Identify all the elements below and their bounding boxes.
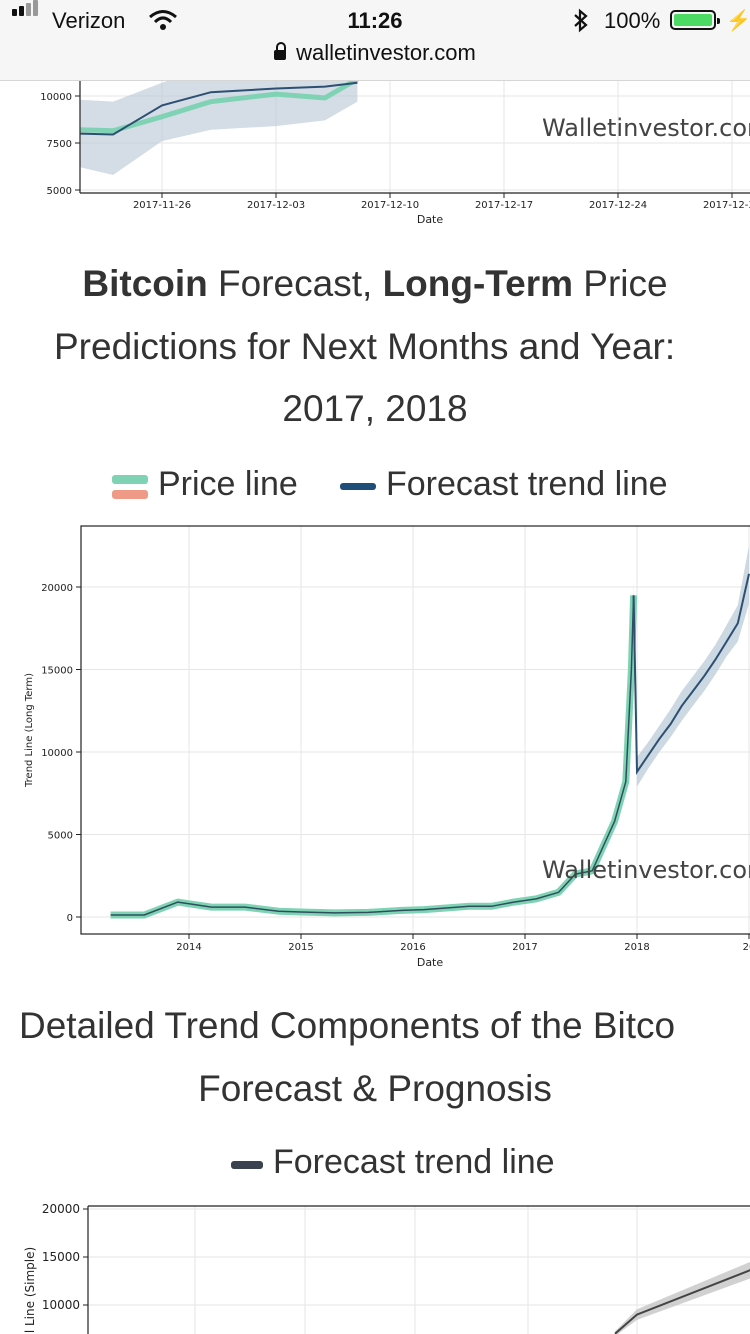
y-tick-label: 10000 [42,1298,80,1312]
y-tick-label: 15000 [41,666,73,677]
x-tick-label: 2015 [288,942,313,953]
x-axis-label: Date [417,213,444,226]
y-tick-label: 0 [67,913,73,924]
legend-forecast-label-2: Forecast trend line [273,1143,555,1181]
x-tick-label: 20 [743,942,750,953]
x-tick-label: 2017-11-26 [133,200,191,211]
legend-price-label: Price line [158,465,298,503]
watermark: Walletinvestor.com [542,114,750,142]
battery-icon [670,10,720,30]
legend-price-alt-swatch [112,490,148,499]
confidence-band [633,545,749,787]
x-tick-label: 2017-12-31 [703,200,750,211]
bluetooth-icon [572,8,590,40]
top-price-chart: 10000 7500 5000 2017-11-26 2017-12-03 2017-1… [40,81,750,226]
watermark: Walletinvestor.com [542,856,750,884]
section-heading-line1: Bitcoin Forecast, Long-Term Price [82,263,668,304]
y-axis-label: Trend Line (Long Term) [24,673,35,788]
x-axis-label: Date [417,956,444,969]
price-line-core [110,595,635,916]
legend-forecast-swatch [340,483,376,490]
forecast-trend-line [614,1269,750,1334]
x-tick-label: 2017-12-17 [475,200,533,211]
clock: 11:26 [347,8,403,33]
section2-heading-line2: Forecast & Prognosis [198,1068,552,1109]
long-term-forecast-chart: 0 5000 10000 15000 20000 2014 2015 2016 2017 201… [24,525,750,969]
confidence-band [615,1261,750,1334]
legend-forecast-label: Forecast trend line [386,465,668,503]
x-tick-label: 2017-12-24 [589,200,647,211]
url-bar[interactable]: walletinvestor.com [0,40,750,66]
forecast-trend-line [80,81,358,136]
x-tick-label: 2017 [512,942,537,953]
simple-trend-chart: 20000 15000 10000 l Line (Simple) [23,1202,750,1334]
wifi-icon [148,8,178,38]
x-tick-label: 2014 [176,942,201,953]
status-bar: Verizon 11:26 100% ⚡ walletinvestor.com [0,0,750,81]
x-tick-label: 2016 [400,942,425,953]
forecast-trend-line [632,573,750,775]
y-tick-label: 10000 [41,748,73,759]
y-tick-label: 20000 [41,583,73,594]
y-tick-label: 20000 [42,1202,80,1216]
x-tick-label: 2018 [624,942,649,953]
y-tick-label: 5000 [48,831,73,842]
price-line [80,81,359,134]
confidence-band [80,81,358,175]
y-tick-label: 10000 [40,92,72,103]
url-domain: walletinvestor.com [296,40,476,65]
legend-forecast-swatch-2 [231,1161,263,1169]
x-tick-label: 2017-12-03 [247,200,305,211]
legend-price-swatch [112,475,148,484]
y-tick-label: 5000 [47,186,72,197]
y-tick-label: 7500 [47,139,72,150]
y-axis-label: l Line (Simple) [23,1247,37,1333]
section-heading-line3: 2017, 2018 [282,388,468,429]
charging-icon: ⚡ [726,10,750,32]
x-tick-label: 2017-12-10 [361,200,419,211]
battery-percentage: 100% [604,8,661,33]
y-tick-label: 15000 [42,1250,80,1264]
section2-heading-line1: Detailed Trend Components of the Bitco [19,1005,676,1046]
section-heading-line2: Predictions for Next Months and Year: [54,326,676,367]
carrier-label: Verizon [52,8,126,33]
lock-icon [274,42,287,60]
